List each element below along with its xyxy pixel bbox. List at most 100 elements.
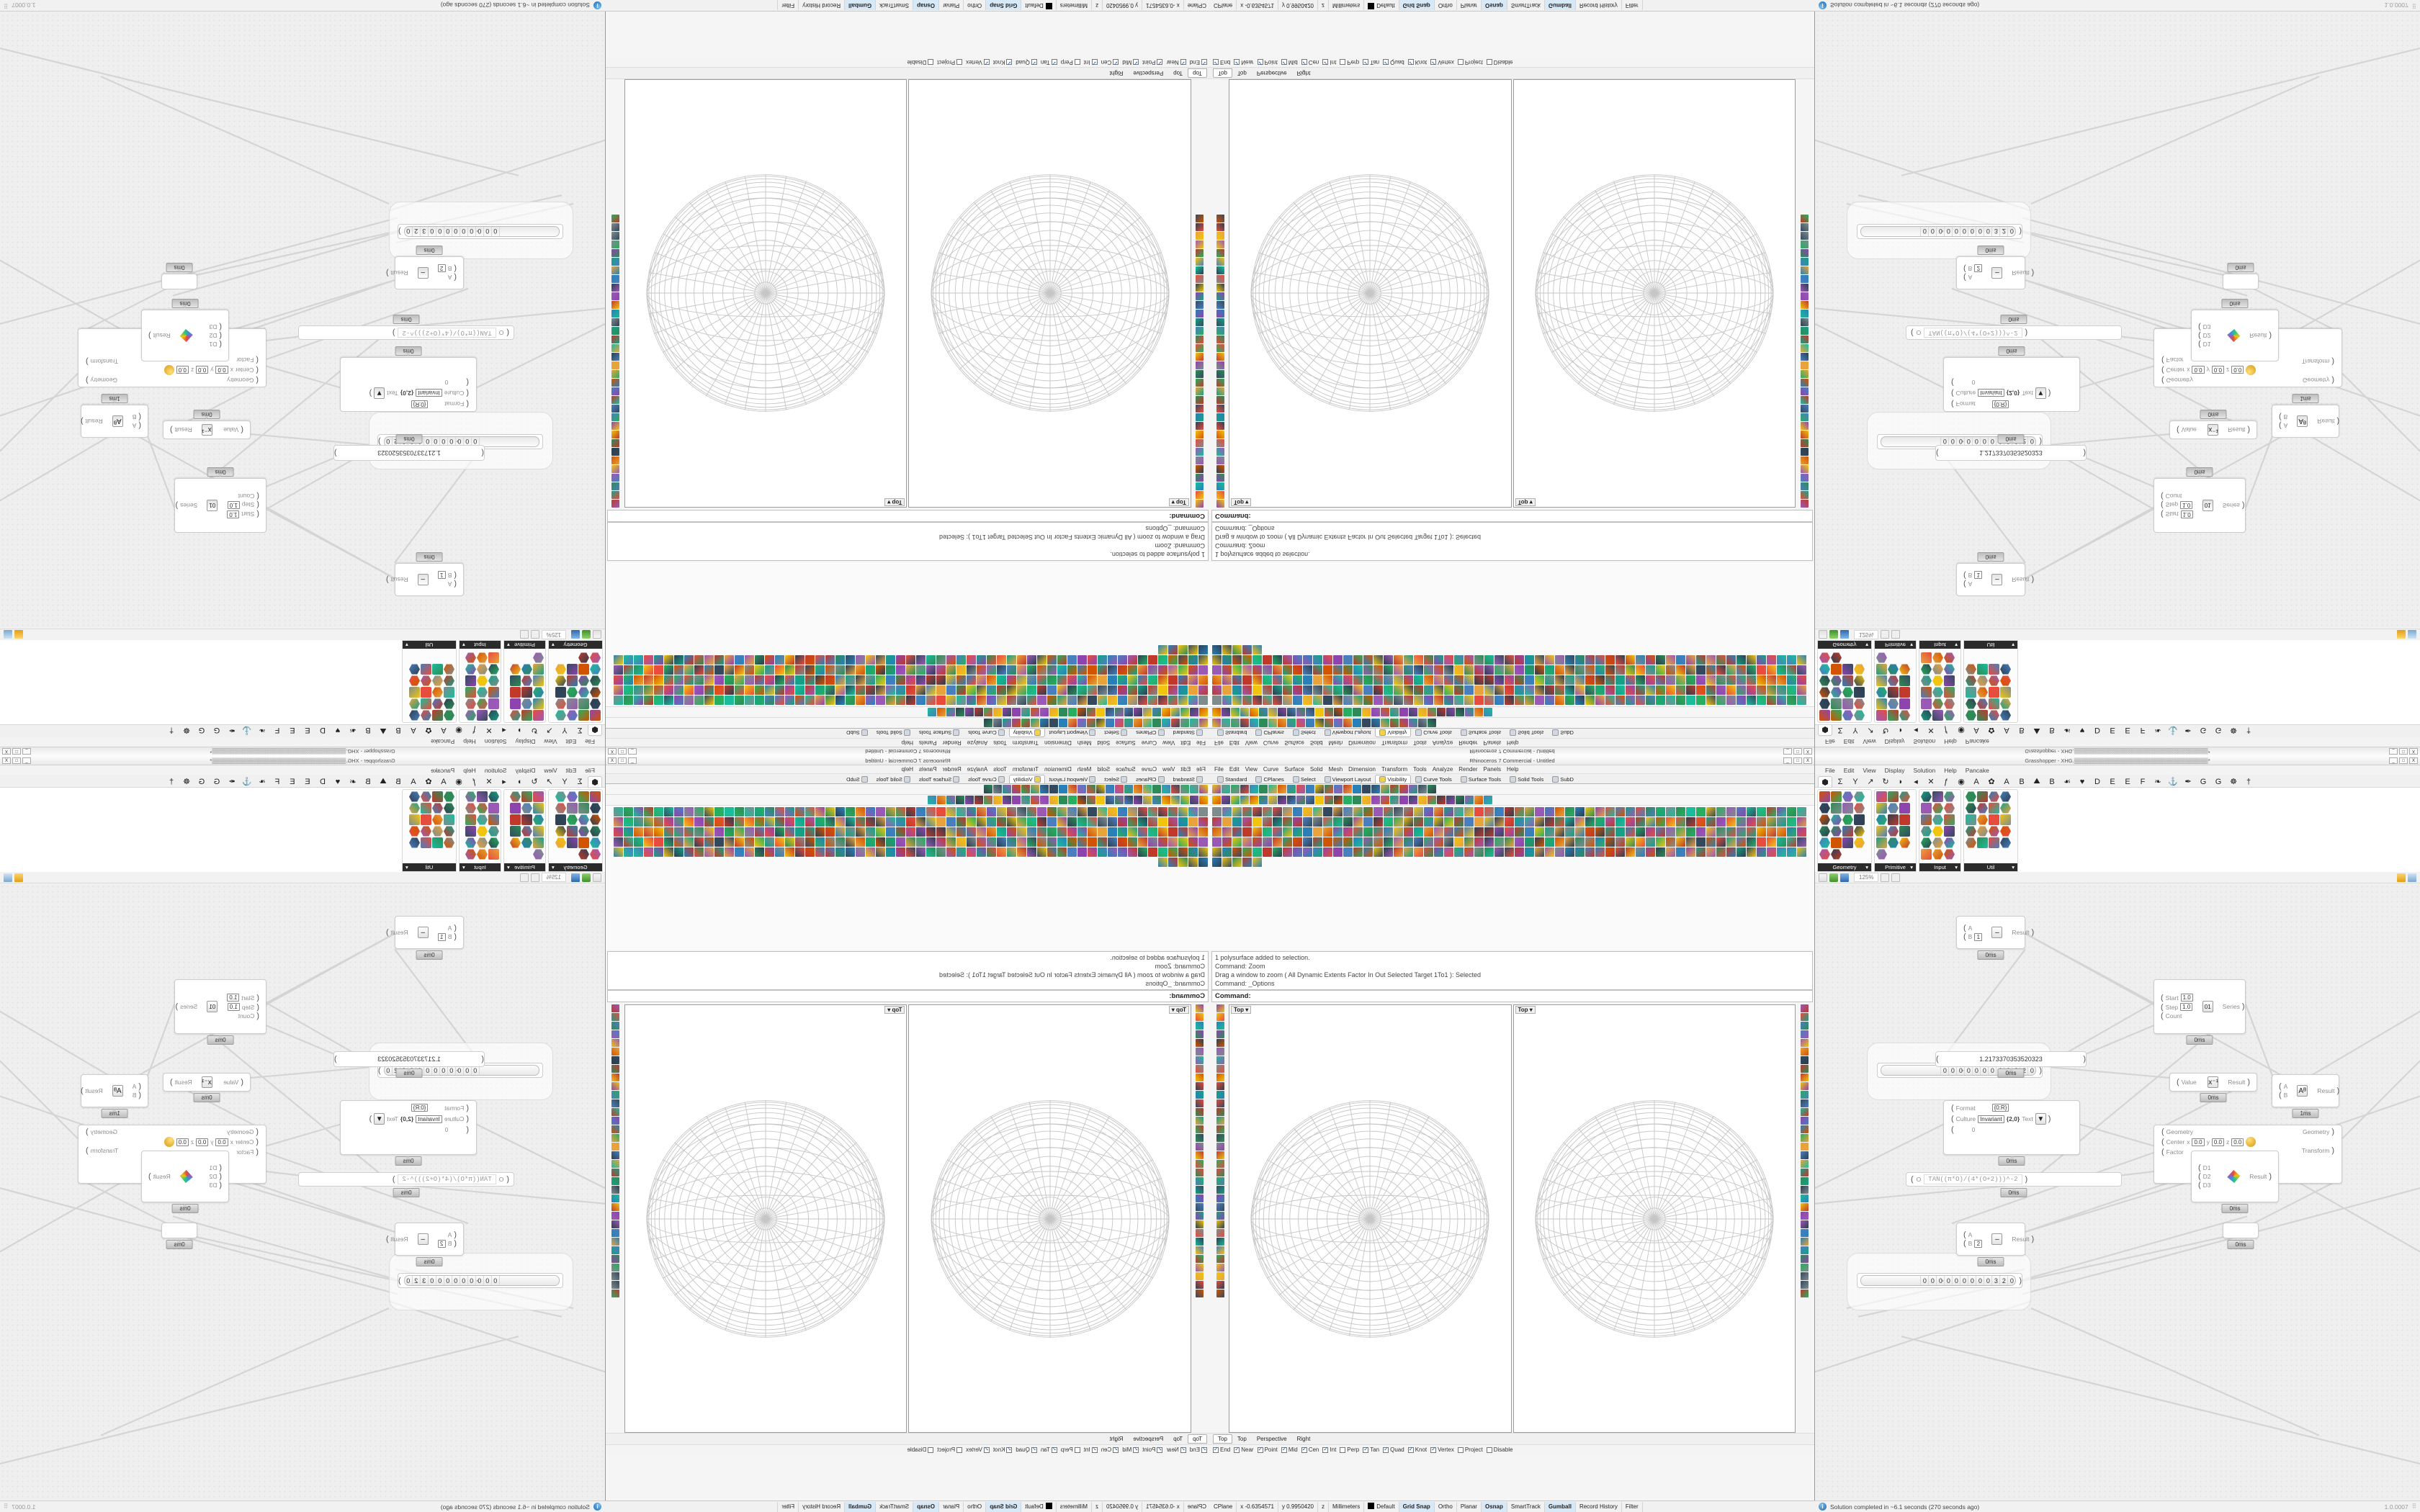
palette-icon[interactable] — [1373, 696, 1383, 705]
palette-icon[interactable] — [846, 655, 855, 665]
toolbar-icon[interactable] — [1216, 215, 1224, 222]
gh-panel-label[interactable]: Primitive ▾ — [1875, 641, 1916, 649]
palette-icon[interactable] — [1686, 685, 1695, 695]
palette-icon[interactable] — [1454, 837, 1464, 847]
status-units[interactable]: Millimeters — [1329, 0, 1365, 11]
palette-icon[interactable] — [946, 696, 956, 705]
palette-icon[interactable] — [1646, 685, 1655, 695]
toolbar-icon[interactable] — [611, 1238, 620, 1246]
toolbar-icon[interactable] — [1196, 370, 1204, 378]
toolbar-icon[interactable] — [611, 422, 620, 430]
toolbar-icon[interactable] — [1800, 1108, 1809, 1116]
palette-icon[interactable] — [1232, 645, 1242, 654]
toolbar-icon[interactable] — [1216, 448, 1224, 456]
palette-icon[interactable] — [725, 817, 734, 827]
toolbar-icon[interactable] — [1196, 1220, 1204, 1228]
component-input-row[interactable]: ( A — [2275, 421, 2291, 430]
viewport-tab-3[interactable]: Right — [1296, 1436, 1311, 1442]
port-paren[interactable]: ) — [369, 389, 372, 397]
palette-icon[interactable] — [1188, 696, 1198, 705]
port-paren[interactable]: ( — [256, 993, 259, 1002]
profiler-icon[interactable] — [14, 630, 23, 639]
toolbar-icon[interactable] — [1216, 456, 1224, 464]
palette-icon[interactable] — [906, 685, 915, 695]
toolbar-icon[interactable] — [1216, 240, 1224, 248]
toolbar-icon[interactable] — [1216, 301, 1224, 309]
toolbar-icon[interactable] — [1216, 1134, 1224, 1142]
rhino-menu-item[interactable]: Curve — [1263, 739, 1279, 746]
gh-component-icon[interactable] — [1966, 826, 1976, 837]
gh-zoom-level[interactable]: 125% — [1854, 873, 1879, 882]
gh-component-icon[interactable] — [567, 837, 578, 848]
palette-icon[interactable] — [1545, 847, 1554, 857]
gh-component-icon[interactable] — [444, 687, 454, 698]
port-paren[interactable]: ) — [86, 1146, 89, 1155]
osnap-checkbox[interactable] — [1301, 1446, 1307, 1453]
gh-component-icon[interactable] — [2000, 675, 2011, 686]
toolbar-icon[interactable] — [611, 405, 620, 413]
osnap-checkbox[interactable] — [1180, 1446, 1186, 1453]
palette-icon[interactable] — [745, 675, 754, 685]
palette-icon[interactable] — [1767, 696, 1776, 705]
viewport-tab-3[interactable]: Right — [1296, 70, 1311, 76]
component-output-row[interactable]: Result) — [166, 1078, 196, 1086]
palette-icon[interactable] — [1077, 665, 1087, 675]
toolbar-icon[interactable] — [1362, 719, 1371, 727]
palette-icon[interactable] — [1777, 817, 1786, 827]
toolbar-icon[interactable] — [1325, 708, 1333, 716]
subtraction-b[interactable]: ( A ( B 2 ‒ Result) 0ms — [1956, 246, 2034, 289]
palette-icon[interactable] — [1505, 696, 1514, 705]
palette-icon[interactable] — [1515, 847, 1524, 857]
gh-component-icon[interactable] — [1944, 849, 1955, 860]
palette-icon[interactable] — [735, 696, 744, 705]
toolbar-icon[interactable] — [611, 1160, 620, 1168]
gh-component-icon[interactable] — [1966, 791, 1976, 802]
toolbar-icon[interactable] — [1259, 796, 1268, 804]
palette-icon[interactable] — [1088, 655, 1097, 665]
gh-component-icon[interactable] — [1977, 698, 1988, 709]
gh-panel-label[interactable]: Util ▾ — [403, 863, 456, 871]
gh-component-icon[interactable] — [578, 664, 589, 675]
toolbar-icon[interactable] — [1800, 310, 1809, 318]
status-toggle-osnap[interactable]: Osnap — [1481, 0, 1507, 11]
port-paren[interactable]: ) — [80, 417, 84, 426]
osnap-checkbox[interactable] — [1051, 1446, 1057, 1453]
palette-icon[interactable] — [1293, 827, 1302, 837]
toolbar-icon[interactable] — [1216, 1091, 1224, 1099]
gh-component-icon[interactable] — [1854, 814, 1865, 825]
toolbar-icon[interactable] — [1418, 796, 1427, 804]
palette-icon[interactable] — [1394, 685, 1403, 695]
palette-icon[interactable] — [1037, 655, 1047, 665]
palette-icon[interactable] — [1128, 675, 1137, 685]
toolbar-icon[interactable] — [1216, 1082, 1224, 1090]
osnap-checkbox[interactable] — [1133, 59, 1139, 66]
gh-component-icon[interactable] — [533, 791, 544, 802]
toolbar-icon[interactable] — [1196, 405, 1204, 413]
palette-icon[interactable] — [1484, 665, 1494, 675]
palette-icon[interactable] — [1198, 827, 1208, 837]
port-paren[interactable]: ( — [481, 449, 484, 457]
toolbar-icon[interactable] — [1800, 1039, 1809, 1047]
toolbar-icon[interactable] — [1250, 719, 1258, 727]
palette-icon[interactable] — [1706, 817, 1716, 827]
palette-icon[interactable] — [704, 807, 714, 816]
viewport-label[interactable]: Top ▾ — [1515, 498, 1536, 506]
palette-icon[interactable] — [1263, 696, 1272, 705]
palette-icon[interactable] — [1484, 847, 1494, 857]
viewport-tab-3[interactable]: Right — [1109, 1436, 1124, 1442]
palette-icon[interactable] — [856, 655, 865, 665]
osnap-checkbox[interactable] — [1407, 59, 1414, 66]
toolbar-icon[interactable] — [1325, 796, 1333, 804]
gh-component-icon[interactable] — [533, 664, 544, 675]
toolbar-icon[interactable] — [611, 1022, 620, 1030]
osnap-checkbox[interactable] — [1281, 1446, 1287, 1453]
status-toggle-record-history[interactable]: Record History — [1575, 0, 1622, 11]
toolbar-icon[interactable] — [1325, 785, 1333, 793]
toolbar-icon[interactable] — [1800, 1074, 1809, 1081]
palette-icon[interactable] — [835, 665, 845, 675]
palette-icon[interactable] — [1605, 655, 1615, 665]
palette-icon[interactable] — [1474, 827, 1484, 837]
gh-component-icon[interactable] — [465, 710, 476, 721]
palette-icon[interactable] — [785, 807, 794, 816]
